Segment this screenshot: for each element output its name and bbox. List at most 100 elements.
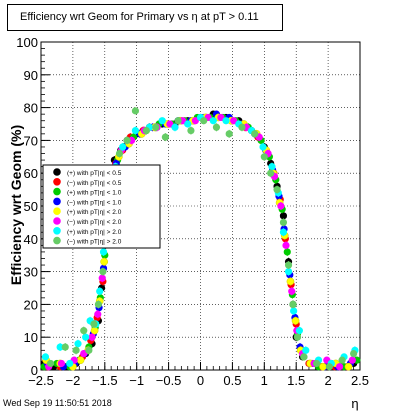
data-point	[259, 143, 267, 151]
data-point	[142, 126, 150, 135]
data-point	[348, 356, 356, 364]
data-point	[283, 248, 291, 256]
data-point	[200, 117, 208, 125]
data-point	[260, 153, 268, 161]
data-point	[119, 143, 127, 151]
data-point	[56, 343, 64, 351]
data-point	[85, 346, 93, 354]
data-point	[291, 316, 300, 325]
data-point	[96, 287, 104, 295]
legend: (+) with pT|η| < 0.5 (−) with pT|η| < 0.5…	[42, 164, 161, 249]
legend-marker	[53, 207, 61, 215]
legend-label: (+) with pT|η| < 1.0	[67, 190, 122, 197]
data-point	[338, 356, 346, 364]
chart-title: Efficiency wrt Geom for Primary vs η at …	[7, 4, 283, 31]
x-tick-label: 0	[197, 373, 204, 388]
data-point	[302, 346, 310, 354]
data-point	[80, 327, 88, 335]
y-tick-label: 70	[24, 133, 38, 148]
data-point	[80, 350, 88, 358]
data-points	[40, 107, 361, 371]
data-point	[268, 163, 276, 171]
data-point	[282, 241, 290, 249]
data-point	[279, 228, 288, 236]
x-axis-label: η	[351, 396, 358, 411]
data-point	[82, 333, 90, 341]
data-point	[46, 359, 55, 368]
data-point	[66, 359, 74, 368]
data-point	[279, 218, 288, 226]
data-point	[74, 340, 82, 348]
data-point	[286, 277, 295, 286]
data-point	[209, 117, 217, 125]
series-7	[46, 107, 358, 371]
y-tick-label: 20	[24, 297, 38, 312]
data-point	[158, 117, 166, 125]
y-tick-label: 80	[24, 101, 38, 116]
data-point	[174, 117, 182, 125]
data-point	[94, 300, 103, 308]
x-tick-label: 1	[261, 373, 268, 388]
legend-label: (+) with pT|η| > 2.0	[67, 229, 122, 236]
data-point	[284, 261, 293, 269]
data-point	[267, 169, 275, 177]
data-point	[166, 120, 174, 128]
data-point	[344, 362, 353, 371]
data-point	[184, 120, 192, 128]
data-point	[57, 359, 66, 368]
data-point	[99, 268, 107, 276]
data-point	[300, 353, 308, 361]
data-point	[289, 300, 297, 308]
data-point	[293, 333, 302, 341]
data-point	[251, 130, 259, 138]
legend-label: (+) with pT|η| < 2.0	[67, 209, 122, 216]
data-point	[115, 149, 124, 158]
data-point	[290, 307, 298, 315]
data-point	[90, 320, 98, 328]
data-point	[123, 136, 131, 144]
legend-marker	[53, 168, 61, 176]
data-point	[350, 350, 358, 358]
legend-box	[42, 164, 161, 249]
grid	[41, 42, 360, 370]
legend-marker	[53, 197, 61, 206]
data-point	[230, 117, 238, 125]
y-tick-label: 100	[16, 35, 38, 50]
y-tick-label: 50	[24, 199, 38, 214]
legend-marker	[53, 178, 61, 186]
legend-marker	[53, 217, 61, 225]
data-point	[61, 343, 69, 351]
data-point	[222, 117, 230, 125]
x-tick-label: 0.5	[223, 373, 241, 388]
data-point	[273, 186, 281, 194]
data-point	[161, 133, 170, 141]
x-tick-label: 2.5	[351, 373, 369, 388]
data-point	[90, 326, 99, 335]
y-tick-label: 0	[31, 363, 38, 378]
y-tick-label: 40	[24, 232, 38, 247]
legend-marker	[53, 236, 61, 245]
data-point	[217, 113, 225, 122]
data-point	[325, 363, 333, 371]
data-point	[319, 362, 327, 371]
data-point	[131, 126, 140, 135]
legend-label: (−) with pT|η| < 2.0	[67, 219, 122, 226]
data-point	[288, 287, 296, 295]
data-point	[335, 363, 344, 371]
data-point	[295, 327, 303, 335]
x-tick-label: −0.5	[156, 373, 182, 388]
legend-marker	[53, 227, 61, 235]
data-point	[313, 359, 321, 368]
data-point	[171, 123, 179, 131]
data-point	[99, 248, 108, 256]
data-point	[212, 123, 221, 131]
y-tick-label: 10	[24, 330, 38, 345]
legend-label: (+) with pT|η| < 0.5	[67, 170, 122, 177]
data-point	[238, 123, 246, 131]
x-tick-label: −2	[65, 373, 80, 388]
legend-marker	[53, 187, 61, 196]
data-point	[98, 274, 106, 282]
data-point	[284, 268, 293, 276]
y-tick-label: 30	[24, 265, 38, 280]
